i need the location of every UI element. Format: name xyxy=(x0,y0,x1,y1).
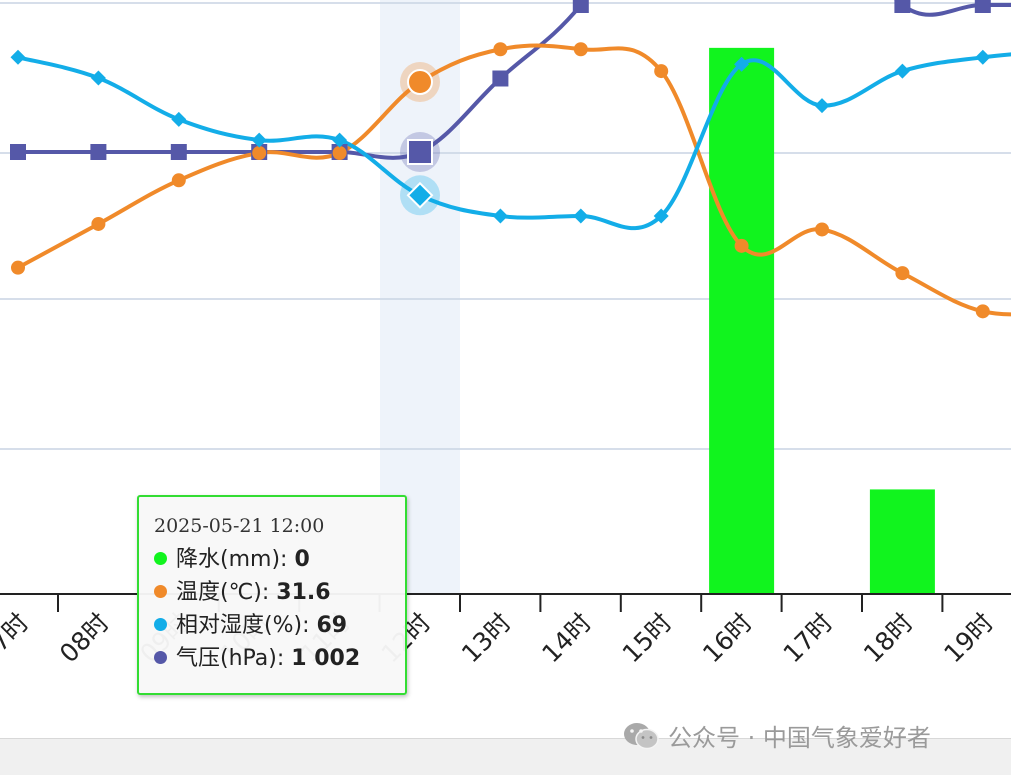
x-tick-label: 13时 xyxy=(456,608,517,669)
x-tick-label: 16时 xyxy=(697,608,758,669)
temperature-point-13时 xyxy=(493,42,508,57)
humidity-point-07时 xyxy=(10,49,26,65)
pressure-point-18时 xyxy=(894,0,911,13)
tooltip-row-humidity: 相对湿度(%): 69 xyxy=(154,609,405,642)
tooltip-value: 1 002 xyxy=(291,646,361,671)
series-lines xyxy=(10,0,1011,319)
temperature-point-07时 xyxy=(11,260,25,275)
pressure-point-09时 xyxy=(170,144,187,160)
pressure-line xyxy=(17,0,1011,160)
temperature-point-12时 xyxy=(407,69,433,96)
tooltip-label: 降水(mm) xyxy=(176,547,281,572)
pressure-point-19时 xyxy=(974,0,991,13)
wechat-icon xyxy=(622,721,660,757)
humidity-point-19时 xyxy=(975,49,991,65)
humidity-point-17时 xyxy=(814,98,830,114)
temperature-point-19时 xyxy=(975,304,990,319)
tooltip-title: 2025-05-21 12:00 xyxy=(154,515,325,537)
temperature-point-14时 xyxy=(573,42,588,57)
x-tick-label: 08时 xyxy=(54,608,115,669)
tooltip-label: 温度(℃) xyxy=(176,580,262,605)
temperature-point-09时 xyxy=(171,173,186,188)
x-tick-label: 17时 xyxy=(778,608,839,669)
grid-lines xyxy=(0,2,1011,450)
tooltip-label: 相对湿度(%) xyxy=(176,613,303,638)
humidity-point-18时 xyxy=(894,63,910,79)
temperature-point-10时 xyxy=(252,146,267,160)
tooltip: 2025-05-21 12:00 降水(mm): 0 温度(℃): 31.6 相… xyxy=(137,495,407,695)
humidity-point-16时 xyxy=(734,56,750,72)
tooltip-value: 69 xyxy=(316,613,348,638)
bar-16时 xyxy=(709,47,775,595)
legend-dot xyxy=(154,618,167,631)
x-tick-label: 15时 xyxy=(617,608,678,669)
precipitation-bars xyxy=(709,47,935,595)
watermark: 公众号 · 中国气象爱好者 xyxy=(622,718,931,757)
x-tick-label: 07时 xyxy=(0,608,34,669)
page-footer xyxy=(0,738,1011,775)
legend-dot xyxy=(154,552,167,565)
tooltip-row-pressure: 气压(hPa): 1 002 xyxy=(154,642,405,675)
humidity-point-08时 xyxy=(90,70,106,86)
pressure-point-13时 xyxy=(492,70,509,87)
legend-dot xyxy=(154,651,167,664)
humidity-line xyxy=(17,52,1011,231)
tooltip-value: 31.6 xyxy=(276,580,331,605)
humidity-point-09时 xyxy=(171,111,187,127)
tooltip-label: 气压(hPa) xyxy=(176,646,277,671)
pressure-point-08时 xyxy=(90,144,107,160)
pressure-point-07时 xyxy=(10,144,26,160)
temperature-point-11时 xyxy=(332,146,347,160)
humidity-point-15时 xyxy=(653,208,669,224)
temperature-point-15时 xyxy=(654,64,669,79)
watermark-text: 公众号 · 中国气象爱好者 xyxy=(668,724,931,752)
tooltip-row-temperature: 温度(℃): 31.6 xyxy=(154,576,405,609)
humidity-point-14时 xyxy=(573,208,589,224)
pressure-point-14时 xyxy=(572,0,589,13)
x-tick-label: 18时 xyxy=(858,608,919,669)
humidity-point-10时 xyxy=(251,132,267,148)
temperature-point-18时 xyxy=(895,266,910,281)
pressure-point-12时 xyxy=(407,139,433,165)
temperature-point-16时 xyxy=(734,238,749,253)
humidity-point-12时 xyxy=(406,181,434,209)
humidity-point-11时 xyxy=(332,132,348,148)
legend-dot xyxy=(154,585,167,598)
temperature-line xyxy=(17,43,1011,317)
bar-18时 xyxy=(869,489,935,594)
temperature-point-17时 xyxy=(815,222,829,237)
temperature-point-08时 xyxy=(91,216,106,231)
tooltip-row-precipitation: 降水(mm): 0 xyxy=(154,543,405,576)
x-tick-label: 14时 xyxy=(536,608,597,669)
humidity-point-13时 xyxy=(492,208,508,224)
x-tick-label: 19时 xyxy=(938,608,999,669)
tooltip-value: 0 xyxy=(294,547,310,572)
